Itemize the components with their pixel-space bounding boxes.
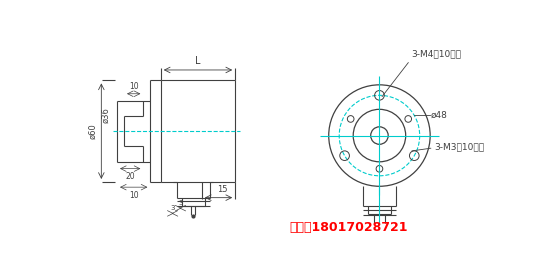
Text: 3: 3 [170,205,175,211]
Text: 10: 10 [129,82,139,91]
Text: 手机：18017028721: 手机：18017028721 [289,221,408,234]
Text: 3-M4深10均布: 3-M4深10均布 [411,50,461,59]
Text: ø48: ø48 [431,111,448,120]
Text: L: L [195,57,201,67]
Text: 15: 15 [217,185,227,194]
Text: ø60: ø60 [89,123,98,139]
Text: 3-M3深10均布: 3-M3深10均布 [435,142,485,151]
Text: 3: 3 [178,199,183,206]
Text: 20: 20 [125,172,135,181]
Text: ø36: ø36 [101,108,110,123]
Text: 10: 10 [129,191,139,200]
